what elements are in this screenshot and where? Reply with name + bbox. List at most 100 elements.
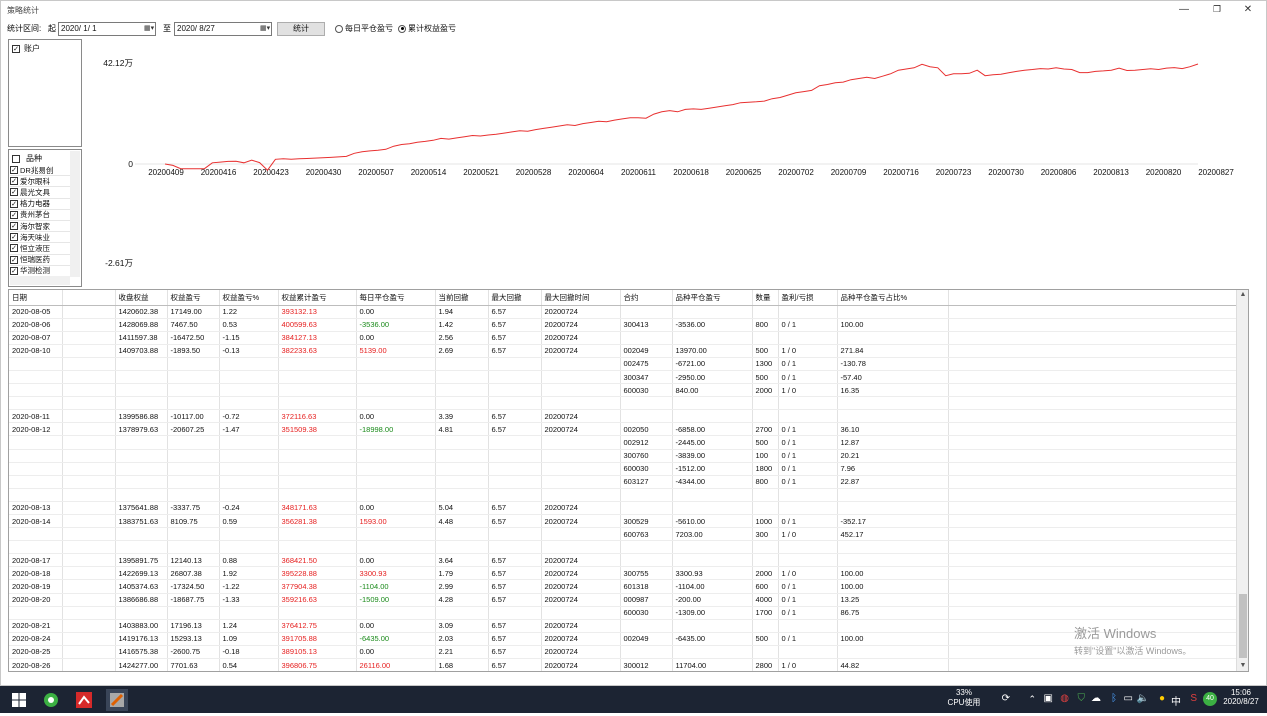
checkbox-checked-icon[interactable]: ✓ <box>10 166 18 174</box>
product-item[interactable]: ✓爱尔眼科 <box>10 176 70 187</box>
bluetooth-icon[interactable]: ᛒ <box>1111 693 1117 704</box>
restore-button[interactable]: ❐ <box>1202 2 1232 17</box>
checkbox-checked-icon[interactable]: ✓ <box>10 200 18 208</box>
product-item[interactable]: ✓晨光文具 <box>10 187 70 198</box>
column-header[interactable]: 权益累计盈亏 <box>278 290 356 305</box>
checkbox-checked-icon[interactable]: ✓ <box>10 256 18 264</box>
table-row[interactable] <box>9 488 1238 501</box>
cpu-usage[interactable]: 33% CPU使用 <box>942 688 986 708</box>
minimize-button[interactable]: — <box>1169 2 1199 17</box>
column-header[interactable]: 品种平仓盈亏 <box>672 290 752 305</box>
table-vertical-scrollbar[interactable]: ▲ ▼ <box>1236 290 1248 671</box>
account-list[interactable]: ✓ 账户 <box>8 39 82 147</box>
keyboard-icon[interactable]: 中 <box>1171 693 1181 708</box>
strategy-app-icon[interactable] <box>106 689 128 711</box>
calendar-dropdown-icon[interactable]: ▦▾ <box>260 24 270 34</box>
cloud-icon[interactable]: ☁ <box>1091 693 1101 704</box>
product-list-vertical-scrollbar[interactable] <box>70 151 80 277</box>
column-header[interactable]: 最大回撤 <box>488 290 541 305</box>
scroll-down-icon[interactable]: ▼ <box>1237 661 1249 671</box>
badge-icon[interactable]: 40 <box>1203 692 1217 706</box>
chevron-up-icon[interactable]: ⌃ <box>1028 694 1036 705</box>
table-row[interactable] <box>9 397 1238 410</box>
checkbox-checked-icon[interactable]: ✓ <box>10 222 18 230</box>
checkbox-checked-icon[interactable]: ✓ <box>12 45 20 53</box>
checkbox-checked-icon[interactable]: ✓ <box>10 244 18 252</box>
column-header[interactable] <box>62 290 115 305</box>
radio-cumulative-pnl[interactable]: 累计权益盈亏 <box>398 23 456 34</box>
checkbox-checked-icon[interactable]: ✓ <box>10 267 18 275</box>
column-header[interactable]: 权益盈亏 <box>167 290 219 305</box>
checkbox-checked-icon[interactable]: ✓ <box>10 211 18 219</box>
table-row[interactable] <box>9 541 1238 554</box>
windows-start-icon[interactable] <box>8 689 30 711</box>
checkbox-checked-icon[interactable]: ✓ <box>10 188 18 196</box>
column-header[interactable]: 品种平仓盈亏占比% <box>837 290 948 305</box>
tray-app-icon[interactable]: ▣ <box>1044 693 1053 704</box>
column-header[interactable]: 数量 <box>752 290 778 305</box>
product-item[interactable]: ✓恒瑞医药 <box>10 255 70 266</box>
calendar-dropdown-icon[interactable]: ▦▾ <box>144 24 154 34</box>
column-header[interactable]: 盈利/亏损 <box>778 290 837 305</box>
shield-icon[interactable]: ⛉ <box>1078 693 1086 704</box>
product-item[interactable]: ✓恒立液压 <box>10 243 70 254</box>
product-item[interactable]: ✓贵州茅台 <box>10 210 70 221</box>
product-item[interactable]: ✓海天味业 <box>10 232 70 243</box>
volume-icon[interactable]: 🔈 <box>1137 693 1149 704</box>
column-header[interactable]: 日期 <box>9 290 62 305</box>
app-green-icon[interactable] <box>40 689 62 711</box>
product-item[interactable]: ✓DR兆易创 <box>10 165 70 176</box>
product-item[interactable]: ✓海尔智家 <box>10 221 70 232</box>
daily-stats-table[interactable]: 日期 收盘权益权益盈亏权益盈亏%权益累计盈亏每日平仓盈亏当前回撤最大回撤最大回撤时… <box>8 289 1249 672</box>
radio-daily-pnl[interactable]: 每日平仓盈亏 <box>335 23 393 34</box>
checkbox-unchecked-icon[interactable] <box>12 155 20 163</box>
sync-icon[interactable]: ⟳ <box>1002 693 1010 704</box>
ime-icon[interactable]: ● <box>1159 693 1165 704</box>
column-header[interactable]: 合约 <box>620 290 672 305</box>
column-header[interactable]: 权益盈亏% <box>219 290 278 305</box>
app-s-icon[interactable]: S <box>1190 693 1197 704</box>
column-header[interactable] <box>948 290 1238 305</box>
column-header[interactable]: 每日平仓盈亏 <box>356 290 435 305</box>
column-header[interactable]: 收盘权益 <box>115 290 167 305</box>
column-header[interactable]: 当前回撤 <box>435 290 488 305</box>
trading-app-icon[interactable] <box>73 689 95 711</box>
scroll-thumb[interactable] <box>1239 594 1247 658</box>
to-date-picker[interactable]: 2020/ 8/27 ▦▾ <box>174 22 272 36</box>
wechat-icon[interactable]: ◍ <box>1060 693 1069 704</box>
product-item[interactable]: ✓格力电器 <box>10 199 70 210</box>
checkbox-checked-icon[interactable]: ✓ <box>10 177 18 185</box>
product-list-horizontal-scrollbar[interactable] <box>10 276 70 285</box>
stat-button[interactable]: 统计 <box>277 22 325 36</box>
product-list[interactable]: 品种 ✓DR兆易创✓爱尔眼科✓晨光文具✓格力电器✓贵州茅台✓海尔智家✓海天味业✓… <box>8 149 82 287</box>
scroll-up-icon[interactable]: ▲ <box>1237 290 1249 300</box>
column-header[interactable]: 最大回撤时间 <box>541 290 620 305</box>
network-icon[interactable]: ▭ <box>1124 693 1133 704</box>
close-button[interactable]: ✕ <box>1233 2 1263 17</box>
checkbox-checked-icon[interactable]: ✓ <box>10 233 18 241</box>
clock[interactable]: 15:06 2020/8/27 <box>1221 688 1261 706</box>
